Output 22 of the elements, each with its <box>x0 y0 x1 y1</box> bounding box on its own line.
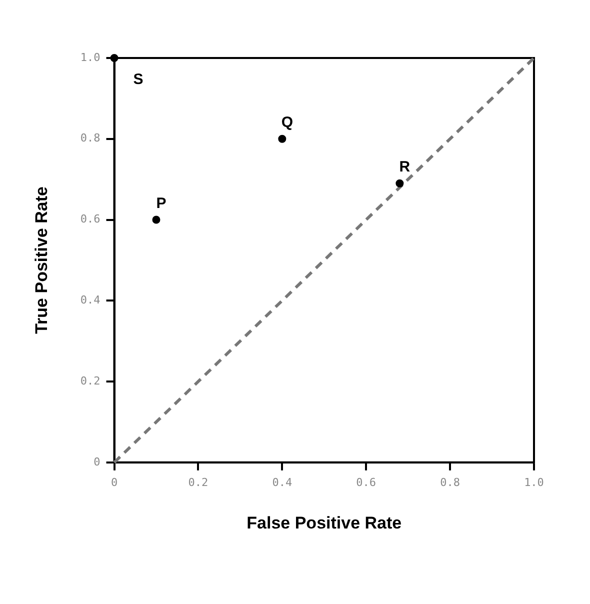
point <box>278 134 286 143</box>
point <box>152 216 160 224</box>
x-tick-label: 1.0 <box>524 476 544 489</box>
x-tick-label: 0.6 <box>356 476 376 489</box>
point <box>396 179 404 188</box>
y-tick-label: 0.2 <box>80 374 100 388</box>
y-tick-label: 0 <box>94 455 100 468</box>
series-label: R <box>399 158 410 176</box>
series-label: S <box>133 71 144 88</box>
y-tick-label: 1.0 <box>80 50 100 64</box>
y-tick-label: 0.6 <box>80 212 100 226</box>
y-axis-title: True Positive Rate <box>32 186 51 334</box>
x-tick-label: 0.8 <box>440 476 460 489</box>
point <box>110 54 118 62</box>
x-tick-label: 0 <box>110 476 118 489</box>
y-tick-label: 0.4 <box>80 294 101 306</box>
x-axis-title: False Positive Rate <box>246 513 402 532</box>
y-tick-label: 0.8 <box>80 132 100 145</box>
x-tick-label: 0.2 <box>188 476 208 489</box>
x-tick-label: 0.4 <box>272 476 292 489</box>
series-label: Q <box>281 114 294 132</box>
series-label: P <box>156 194 166 212</box>
